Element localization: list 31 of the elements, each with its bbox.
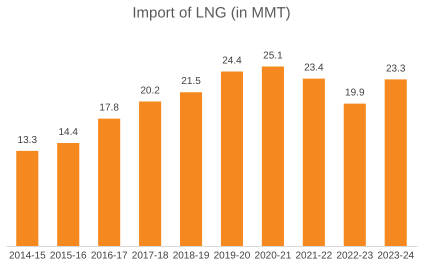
bar xyxy=(344,104,366,246)
x-tick-label: 2015-16 xyxy=(50,250,88,262)
data-label: 23.3 xyxy=(386,63,406,74)
data-label: 21.5 xyxy=(181,76,202,88)
x-tick-label: 2018-19 xyxy=(172,250,210,262)
data-label: 14.4 xyxy=(58,126,78,138)
x-tick-label: 2016-17 xyxy=(90,250,128,262)
chart-title: Import of LNG (in MMT) xyxy=(132,4,291,22)
bar xyxy=(139,101,162,246)
bar xyxy=(384,79,407,246)
x-tick-label: 2020-21 xyxy=(254,250,292,262)
data-label: 25.1 xyxy=(263,50,284,62)
bar xyxy=(302,78,325,246)
x-tick-label: 2017-18 xyxy=(132,250,169,262)
x-tick-label: 2014-15 xyxy=(8,250,46,262)
bar xyxy=(16,150,38,246)
x-tick-label: 2021-22 xyxy=(295,250,333,262)
x-tick-label: 2019-20 xyxy=(214,250,251,262)
bar xyxy=(57,142,80,246)
bar xyxy=(180,92,202,246)
x-tick-label: 2023-24 xyxy=(377,250,414,262)
data-label: 19.9 xyxy=(345,88,365,99)
data-label: 24.4 xyxy=(222,55,242,66)
data-label: 17.8 xyxy=(99,102,120,114)
data-label: 13.3 xyxy=(18,134,38,146)
data-label: 23.4 xyxy=(304,62,324,74)
bar xyxy=(220,71,244,246)
x-tick-label: 2022-23 xyxy=(336,250,374,262)
bar xyxy=(262,66,284,246)
bar xyxy=(98,118,120,246)
data-label: 20.2 xyxy=(140,85,160,96)
